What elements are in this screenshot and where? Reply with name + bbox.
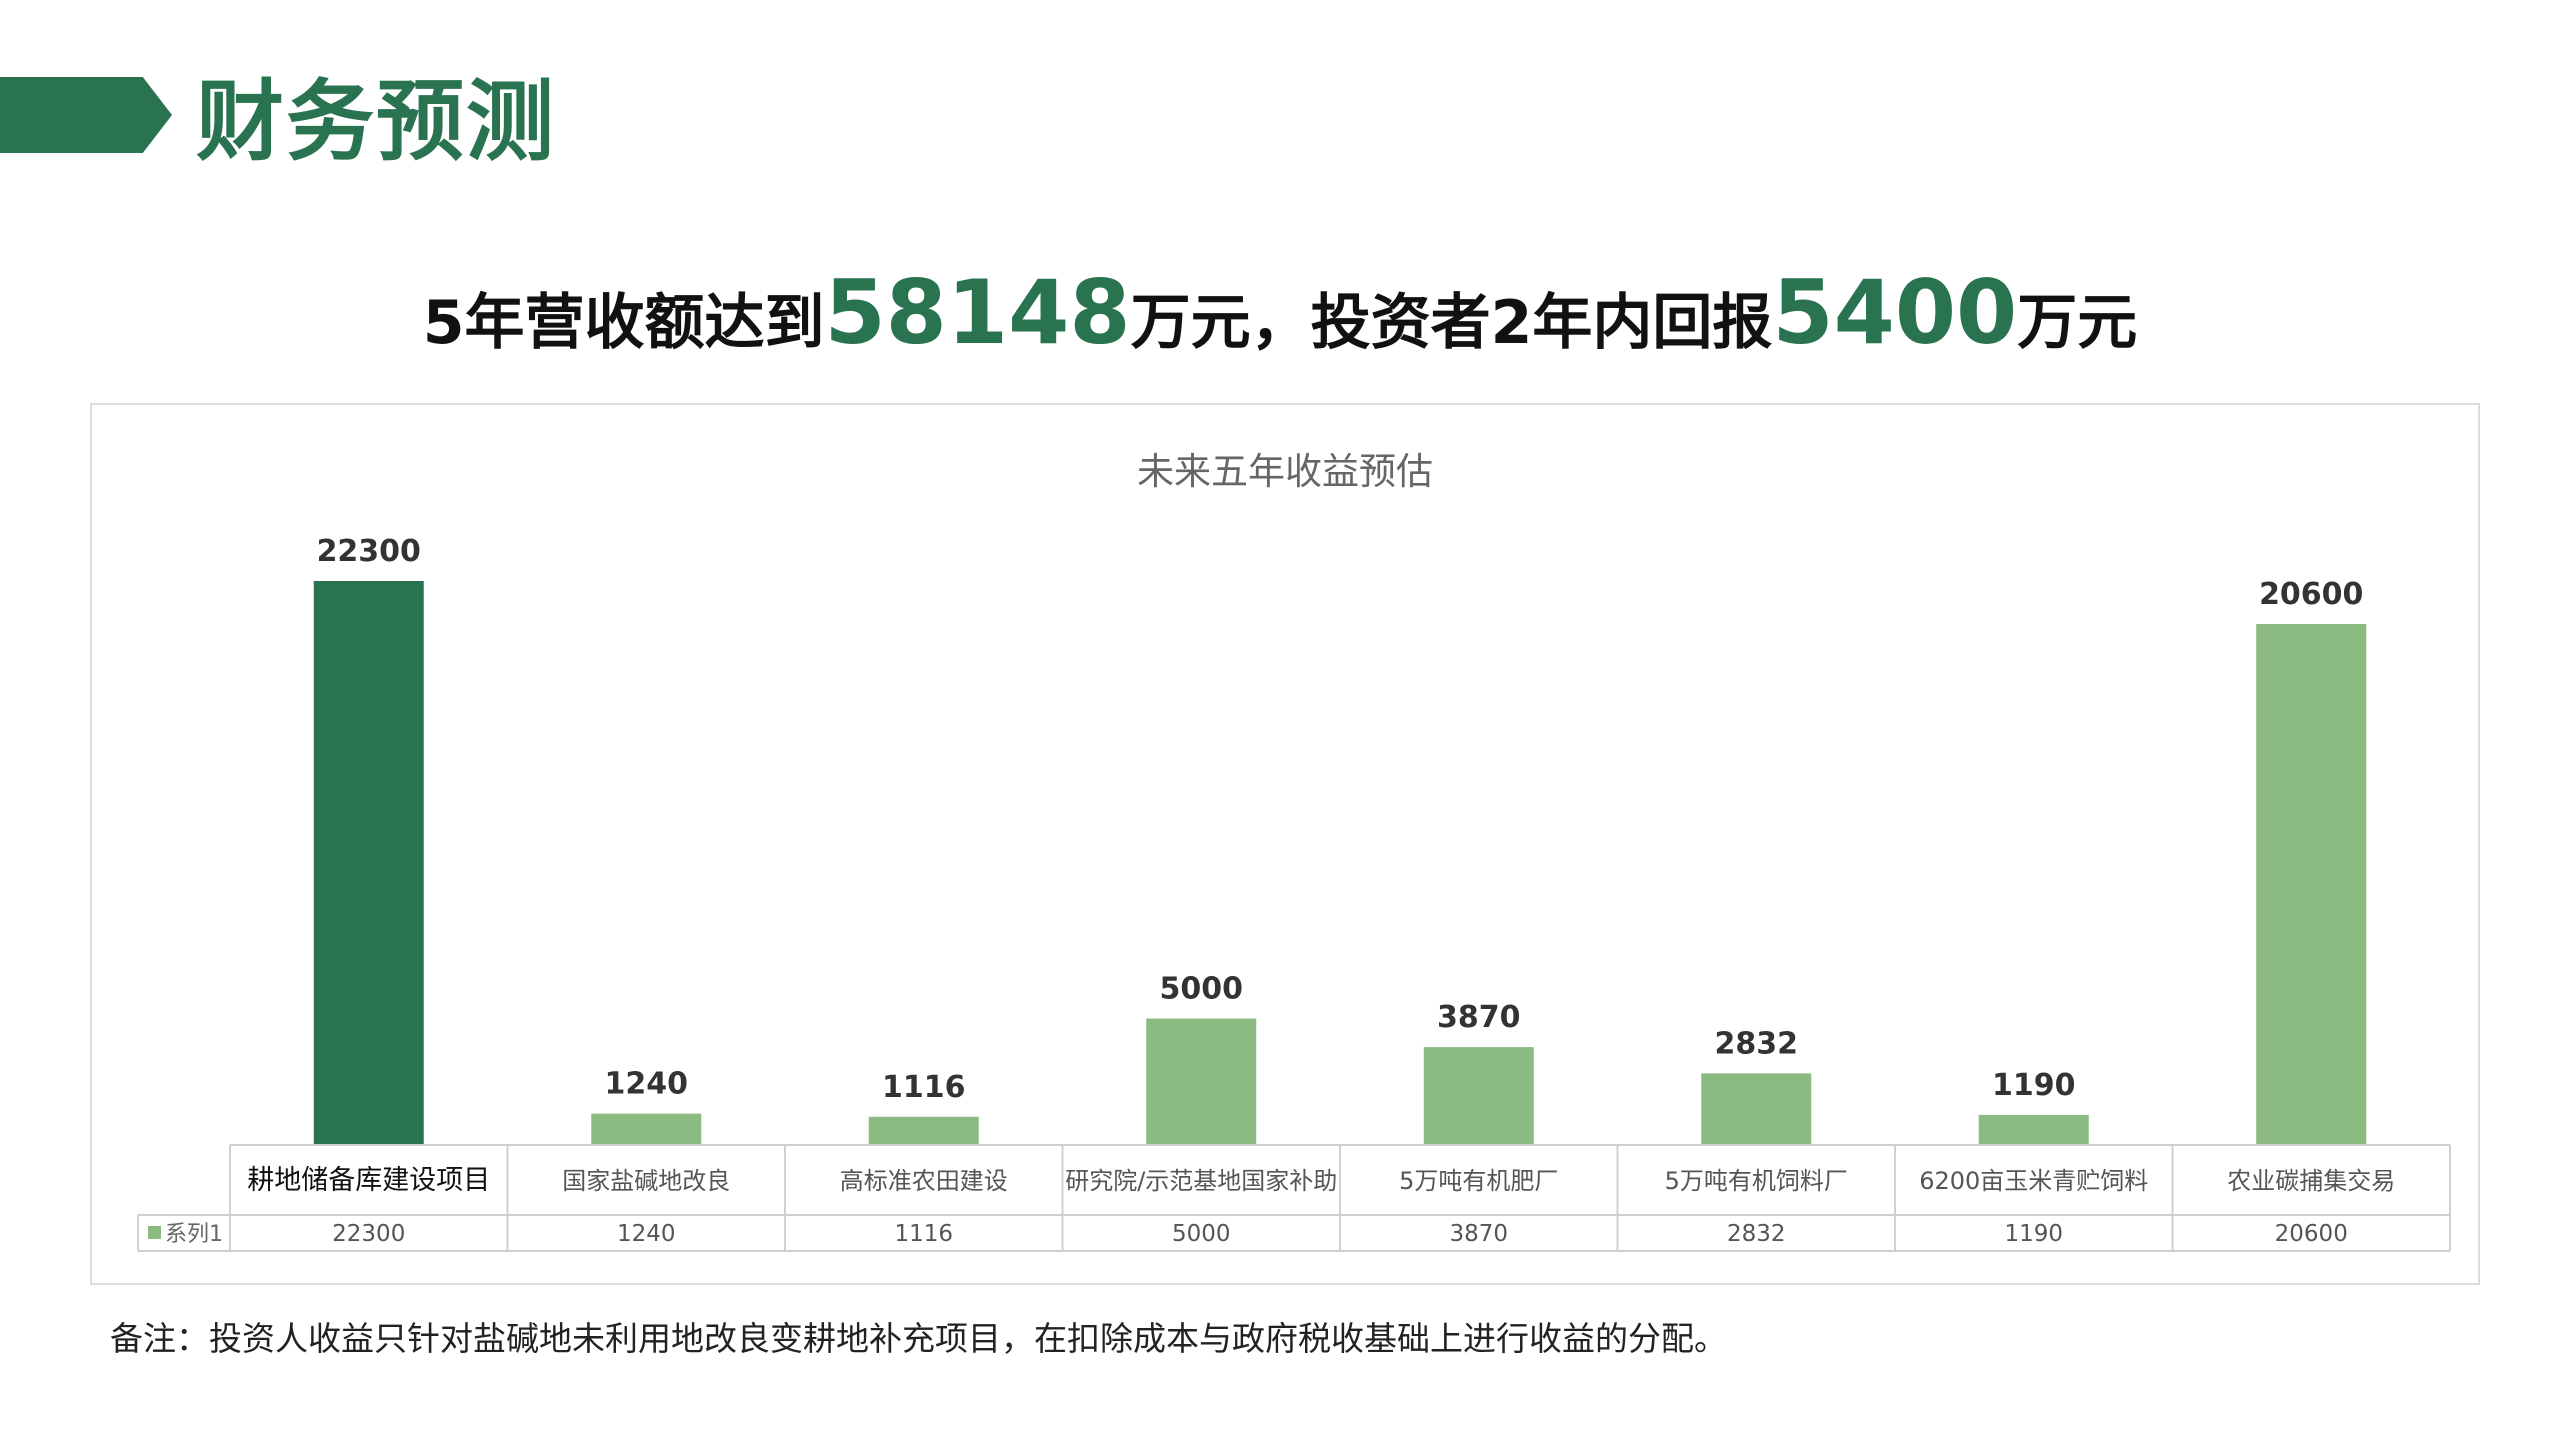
legend-series-name: 系列1 xyxy=(165,1222,223,1247)
headline: 5年营收额达到58148万元，投资者2年内回报5400万元 xyxy=(0,248,2560,378)
bar-chart: 22300 1240 1116 5000 3870 2832 1190 20600 耕地储备库建… xyxy=(137,534,2451,1252)
table-value-1: 22300 xyxy=(332,1221,405,1247)
table-value-7: 1190 xyxy=(2004,1221,2063,1247)
table-value-6: 2832 xyxy=(1727,1221,1786,1247)
headline-return-number: 5400 xyxy=(1772,261,2018,364)
bar-3 xyxy=(868,1116,979,1145)
table-category-label-2: 国家盐碱地改良 xyxy=(562,1167,730,1195)
table-category-label-3: 高标准农田建设 xyxy=(840,1167,1008,1195)
page-title: 财务预测 xyxy=(196,70,557,173)
headline-text-3: 万元 xyxy=(2017,288,2138,358)
table-category-label-8: 农业碳捕集交易 xyxy=(2227,1167,2395,1195)
headline-text-2: 万元，投资者2年内回报 xyxy=(1130,288,1773,358)
table-value-8: 20600 xyxy=(2275,1221,2348,1247)
table-value-2: 1240 xyxy=(617,1221,676,1247)
chart-title: 未来五年收益预估 xyxy=(1137,450,1433,493)
bar-8 xyxy=(2256,623,2367,1145)
bar-value-label-8: 20600 xyxy=(2259,577,2363,612)
bar-5 xyxy=(1423,1047,1534,1145)
table-category-label-5: 5万吨有机肥厂 xyxy=(1399,1167,1558,1195)
chart-container: 未来五年收益预估 22300 1240 1116 5000 3870 2832 1190 20… xyxy=(90,403,2480,1285)
headline-text-1: 5年营收额达到 xyxy=(422,288,825,358)
bar-1 xyxy=(313,581,424,1145)
bar-value-label-6: 2832 xyxy=(1715,1026,1799,1061)
bar-value-label-2: 1240 xyxy=(605,1067,689,1102)
header-arrow-decoration xyxy=(0,77,172,153)
bar-4 xyxy=(1146,1018,1257,1145)
headline-revenue-number: 58148 xyxy=(824,261,1131,364)
table-category-label-7: 6200亩玉米青贮饲料 xyxy=(1919,1167,2148,1195)
table-category-label-1: 耕地储备库建设项目 xyxy=(247,1165,490,1196)
legend-swatch xyxy=(148,1226,161,1239)
bar-value-label-7: 1190 xyxy=(1992,1068,2076,1103)
footnote: 备注：投资人收益只针对盐碱地未利用地改良变耕地补充项目，在扣除成本与政府税收基础… xyxy=(110,1319,1727,1358)
table-category-label-6: 5万吨有机饲料厂 xyxy=(1665,1167,1848,1195)
bar-6 xyxy=(1701,1073,1812,1145)
table-value-4: 5000 xyxy=(1172,1221,1231,1247)
bar-7 xyxy=(1978,1114,2089,1145)
table-category-label-4: 研究院/示范基地国家补助 xyxy=(1065,1167,1337,1195)
table-value-5: 3870 xyxy=(1449,1221,1508,1247)
table-value-3: 1116 xyxy=(894,1221,953,1247)
bar-value-label-1: 22300 xyxy=(317,534,421,569)
bar-value-label-3: 1116 xyxy=(882,1070,966,1105)
bar-2 xyxy=(591,1113,702,1145)
bar-value-label-5: 3870 xyxy=(1437,1000,1521,1035)
bar-value-label-4: 5000 xyxy=(1160,972,1244,1007)
